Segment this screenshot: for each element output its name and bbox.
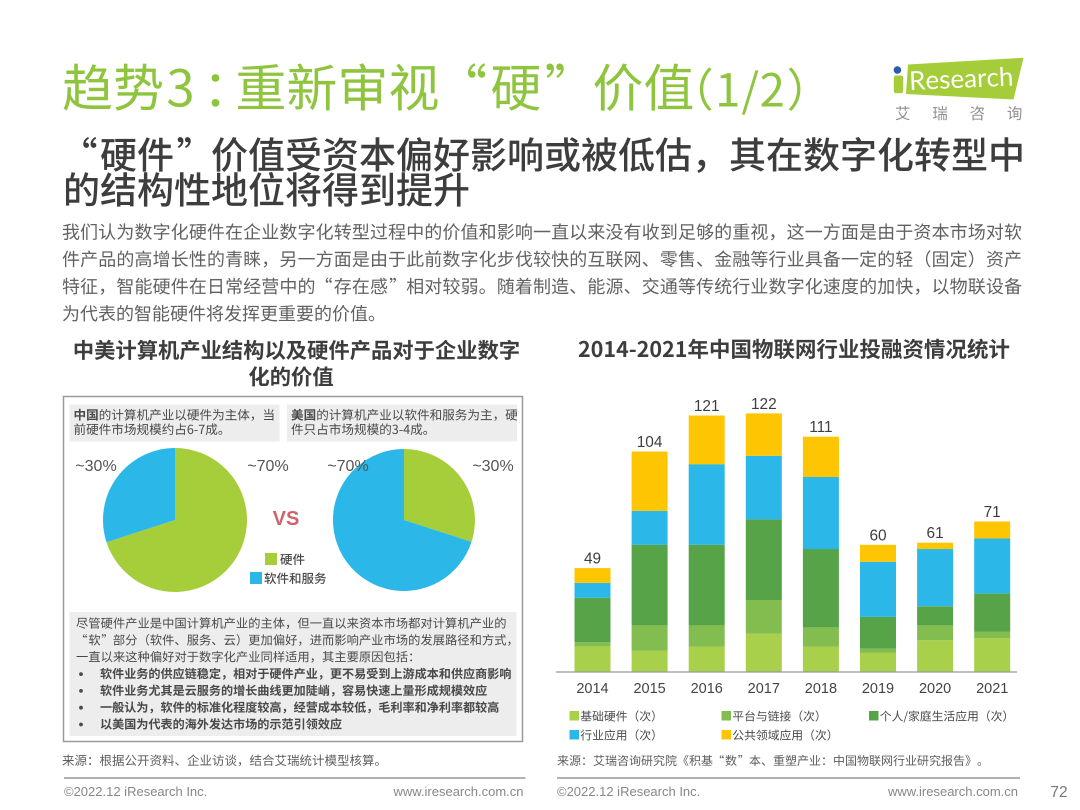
svg-text:©2022.12 iResearch Inc.: ©2022.12 iResearch Inc. — [557, 784, 700, 799]
svg-text:2018: 2018 — [805, 681, 837, 697]
svg-text:2017: 2017 — [748, 681, 780, 697]
svg-text:104: 104 — [637, 434, 663, 451]
svg-text:VS: VS — [273, 508, 300, 530]
svg-text:121: 121 — [694, 398, 720, 415]
svg-text:~30%: ~30% — [472, 458, 513, 475]
svg-text:2015: 2015 — [633, 681, 665, 697]
svg-text:111: 111 — [809, 419, 832, 436]
svg-text:www.iresearch.com.cn: www.iresearch.com.cn — [392, 784, 523, 799]
svg-text:2014: 2014 — [576, 681, 608, 697]
svg-text:71: 71 — [984, 504, 1001, 521]
svg-text:~70%: ~70% — [247, 458, 288, 475]
svg-text:60: 60 — [869, 527, 886, 544]
svg-text:61: 61 — [927, 525, 944, 542]
svg-text:www.iresearch.com.cn: www.iresearch.com.cn — [887, 784, 1018, 799]
svg-text:2019: 2019 — [862, 681, 894, 697]
svg-text:122: 122 — [751, 396, 777, 413]
svg-text:49: 49 — [584, 551, 601, 568]
svg-text:2020: 2020 — [919, 681, 951, 697]
svg-text:©2022.12 iResearch Inc.: ©2022.12 iResearch Inc. — [64, 784, 207, 799]
svg-text:2016: 2016 — [691, 681, 723, 697]
svg-text:72: 72 — [1050, 784, 1067, 801]
svg-text:~30%: ~30% — [75, 458, 116, 475]
svg-text:~70%: ~70% — [327, 458, 368, 475]
svg-text:2021: 2021 — [976, 681, 1008, 697]
